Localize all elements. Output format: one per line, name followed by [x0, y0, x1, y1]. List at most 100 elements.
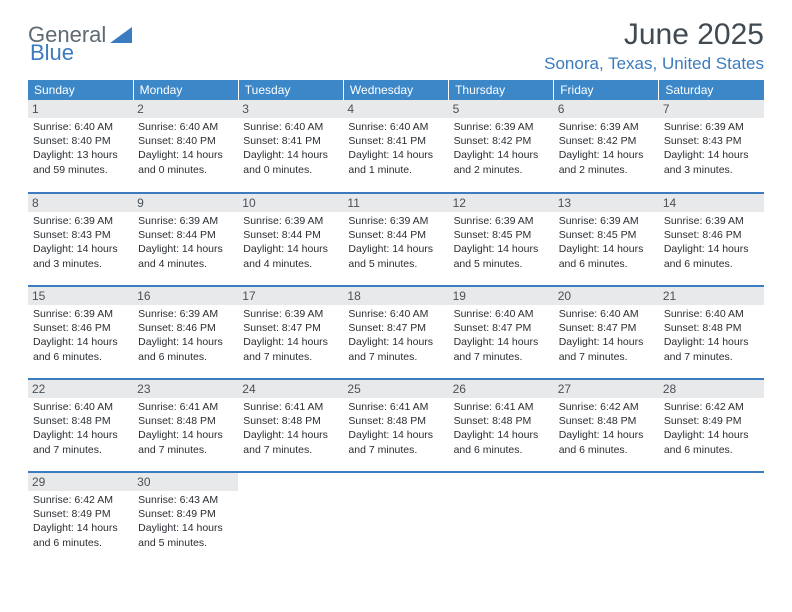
day-cell: 3 Sunrise: 6:40 AMSunset: 8:41 PMDaylight… [238, 100, 343, 186]
day-cell [554, 472, 659, 558]
day-details: Sunrise: 6:39 AMSunset: 8:42 PMDaylight:… [559, 120, 654, 177]
day-number: 15 [28, 287, 133, 305]
day-cell: 11 Sunrise: 6:39 AMSunset: 8:44 PMDayligh… [343, 193, 448, 279]
day-details: Sunrise: 6:40 AMSunset: 8:47 PMDaylight:… [454, 307, 549, 364]
logo-triangle-icon [110, 27, 132, 43]
day-number: 8 [28, 194, 133, 212]
day-cell: 14Sunrise: 6:39 AMSunset: 8:46 PMDayligh… [659, 193, 764, 279]
week-row: 15 Sunrise: 6:39 AMSunset: 8:46 PMDayligh… [28, 286, 764, 372]
day-number: 20 [554, 287, 659, 305]
day-details: Sunrise: 6:39 AMSunset: 8:43 PMDaylight:… [33, 214, 128, 271]
day-cell: 1 Sunrise: 6:40 AMSunset: 8:40 PMDaylight… [28, 100, 133, 186]
weekday-header: Sunday [28, 80, 133, 100]
day-cell: 10 Sunrise: 6:39 AMSunset: 8:44 PMDayligh… [238, 193, 343, 279]
day-cell: 27Sunrise: 6:42 AMSunset: 8:48 PMDayligh… [554, 379, 659, 465]
day-cell: 17Sunrise: 6:39 AMSunset: 8:47 PMDayligh… [238, 286, 343, 372]
day-details: Sunrise: 6:40 AMSunset: 8:47 PMDaylight:… [559, 307, 654, 364]
day-details: Sunrise: 6:39 AMSunset: 8:44 PMDaylight:… [348, 214, 443, 271]
day-number: 27 [554, 380, 659, 398]
day-cell: 26 Sunrise: 6:41 AMSunset: 8:48 PMDayligh… [449, 379, 554, 465]
week-row: 22Sunrise: 6:40 AMSunset: 8:48 PMDayligh… [28, 379, 764, 465]
day-details: Sunrise: 6:39 AMSunset: 8:46 PMDaylight:… [33, 307, 128, 364]
day-number: 28 [659, 380, 764, 398]
day-cell: 7 Sunrise: 6:39 AMSunset: 8:43 PMDaylight… [659, 100, 764, 186]
day-cell: 16 Sunrise: 6:39 AMSunset: 8:46 PMDayligh… [133, 286, 238, 372]
day-cell: 2 Sunrise: 6:40 AMSunset: 8:40 PMDaylight… [133, 100, 238, 186]
day-cell: 8 Sunrise: 6:39 AMSunset: 8:43 PMDaylight… [28, 193, 133, 279]
day-details: Sunrise: 6:41 AMSunset: 8:48 PMDaylight:… [243, 400, 338, 457]
day-cell [449, 472, 554, 558]
day-cell: 22Sunrise: 6:40 AMSunset: 8:48 PMDayligh… [28, 379, 133, 465]
day-number: 6 [554, 100, 659, 118]
day-number: 16 [133, 287, 238, 305]
day-cell: 4Sunrise: 6:40 AMSunset: 8:41 PMDaylight… [343, 100, 448, 186]
day-details: Sunrise: 6:40 AMSunset: 8:41 PMDaylight:… [243, 120, 338, 177]
day-number: 25 [343, 380, 448, 398]
day-number: 12 [449, 194, 554, 212]
day-details: Sunrise: 6:41 AMSunset: 8:48 PMDaylight:… [348, 400, 443, 457]
day-number: 24 [238, 380, 343, 398]
day-number: 5 [449, 100, 554, 118]
day-details: Sunrise: 6:42 AMSunset: 8:49 PMDaylight:… [33, 493, 128, 550]
day-number: 22 [28, 380, 133, 398]
day-number: 7 [659, 100, 764, 118]
day-details: Sunrise: 6:39 AMSunset: 8:45 PMDaylight:… [454, 214, 549, 271]
weekday-header: Wednesday [343, 80, 448, 100]
day-number: 21 [659, 287, 764, 305]
day-details: Sunrise: 6:39 AMSunset: 8:46 PMDaylight:… [138, 307, 233, 364]
day-cell: 24 Sunrise: 6:41 AMSunset: 8:48 PMDayligh… [238, 379, 343, 465]
day-number: 3 [238, 100, 343, 118]
day-cell: 15 Sunrise: 6:39 AMSunset: 8:46 PMDayligh… [28, 286, 133, 372]
day-cell [659, 472, 764, 558]
header: General June 2025 Sonora, Texas, United … [28, 18, 764, 74]
title-block: June 2025 Sonora, Texas, United States [544, 18, 764, 74]
day-cell: 18 Sunrise: 6:40 AMSunset: 8:47 PMDayligh… [343, 286, 448, 372]
day-number: 18 [343, 287, 448, 305]
day-details: Sunrise: 6:40 AMSunset: 8:48 PMDaylight:… [664, 307, 759, 364]
day-number: 9 [133, 194, 238, 212]
day-cell [238, 472, 343, 558]
day-cell: 13Sunrise: 6:39 AMSunset: 8:45 PMDayligh… [554, 193, 659, 279]
brand-part2: Blue [30, 40, 74, 66]
day-number: 11 [343, 194, 448, 212]
day-cell: 6 Sunrise: 6:39 AMSunset: 8:42 PMDaylight… [554, 100, 659, 186]
day-number: 30 [133, 473, 238, 491]
day-number: 14 [659, 194, 764, 212]
day-details: Sunrise: 6:39 AMSunset: 8:42 PMDaylight:… [454, 120, 549, 177]
day-number: 19 [449, 287, 554, 305]
weekday-header: Friday [554, 80, 659, 100]
day-number: 26 [449, 380, 554, 398]
day-details: Sunrise: 6:39 AMSunset: 8:44 PMDaylight:… [138, 214, 233, 271]
day-number: 2 [133, 100, 238, 118]
day-cell: 28Sunrise: 6:42 AMSunset: 8:49 PMDayligh… [659, 379, 764, 465]
day-cell: 5 Sunrise: 6:39 AMSunset: 8:42 PMDaylight… [449, 100, 554, 186]
day-details: Sunrise: 6:39 AMSunset: 8:43 PMDaylight:… [664, 120, 759, 177]
day-details: Sunrise: 6:40 AMSunset: 8:40 PMDaylight:… [138, 120, 233, 177]
week-row: 29 Sunrise: 6:42 AMSunset: 8:49 PMDayligh… [28, 472, 764, 558]
day-cell: 20 Sunrise: 6:40 AMSunset: 8:47 PMDayligh… [554, 286, 659, 372]
day-cell: 12 Sunrise: 6:39 AMSunset: 8:45 PMDayligh… [449, 193, 554, 279]
day-cell: 9 Sunrise: 6:39 AMSunset: 8:44 PMDaylight… [133, 193, 238, 279]
weekday-header-row: Sunday Monday Tuesday Wednesday Thursday… [28, 80, 764, 100]
day-number: 29 [28, 473, 133, 491]
day-number: 1 [28, 100, 133, 118]
day-number: 10 [238, 194, 343, 212]
day-details: Sunrise: 6:39 AMSunset: 8:44 PMDaylight:… [243, 214, 338, 271]
day-details: Sunrise: 6:40 AMSunset: 8:40 PMDaylight:… [33, 120, 128, 177]
month-title: June 2025 [544, 18, 764, 52]
day-details: Sunrise: 6:41 AMSunset: 8:48 PMDaylight:… [454, 400, 549, 457]
day-details: Sunrise: 6:39 AMSunset: 8:47 PMDaylight:… [243, 307, 338, 364]
weekday-header: Saturday [659, 80, 764, 100]
calendar-table: Sunday Monday Tuesday Wednesday Thursday… [28, 80, 764, 558]
day-details: Sunrise: 6:40 AMSunset: 8:41 PMDaylight:… [348, 120, 443, 177]
day-cell: 25 Sunrise: 6:41 AMSunset: 8:48 PMDayligh… [343, 379, 448, 465]
location: Sonora, Texas, United States [544, 54, 764, 74]
day-cell: 23Sunrise: 6:41 AMSunset: 8:48 PMDayligh… [133, 379, 238, 465]
calendar-page: General June 2025 Sonora, Texas, United … [0, 0, 792, 576]
weekday-header: Thursday [449, 80, 554, 100]
day-details: Sunrise: 6:40 AMSunset: 8:47 PMDaylight:… [348, 307, 443, 364]
day-cell: 29 Sunrise: 6:42 AMSunset: 8:49 PMDayligh… [28, 472, 133, 558]
day-number: 13 [554, 194, 659, 212]
day-details: Sunrise: 6:41 AMSunset: 8:48 PMDaylight:… [138, 400, 233, 457]
weekday-header: Monday [133, 80, 238, 100]
